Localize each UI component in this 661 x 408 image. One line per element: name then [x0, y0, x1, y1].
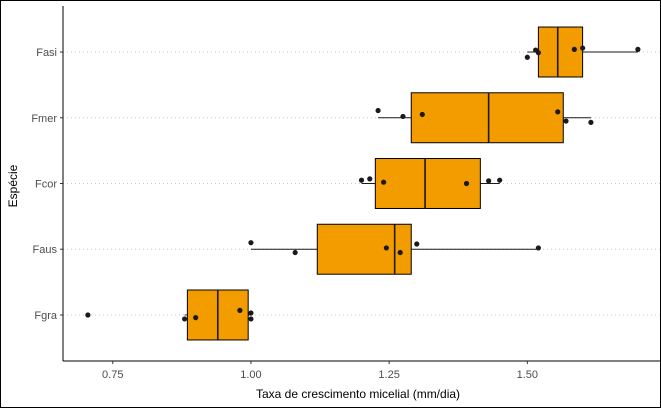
data-point-fcor-15: [463, 180, 470, 187]
data-point-fmer-22: [563, 118, 569, 124]
axis-layer: Fgra Faus Fcor Fmer Fasi 0.75 1.00 1.25 1.50: [31, 6, 660, 381]
data-point-fasi-27: [571, 46, 577, 52]
data-point-fgra-5: [248, 316, 254, 322]
data-point-fcor-12: [358, 177, 365, 183]
data-point-fgra-1: [182, 316, 188, 322]
box-faus: [316, 223, 412, 275]
box-fmer: [410, 92, 564, 144]
data-point-fgra-3: [237, 307, 243, 313]
data-point-fmer-18: [375, 107, 381, 114]
data-point-faus-10: [414, 241, 420, 247]
y-axis-title: Espécie: [6, 164, 20, 207]
data-point-fasi-28: [580, 45, 586, 51]
y-tick-label-fmer: Fmer: [31, 113, 57, 125]
data-point-fgra-2: [193, 315, 199, 321]
data-point-fasi-29: [635, 46, 641, 52]
x-tick-label-1: 1.00: [240, 369, 261, 381]
data-point-fasi-26: [535, 50, 541, 56]
data-point-faus-7: [292, 249, 298, 256]
y-tick-label-fgra: Fgra: [34, 310, 58, 322]
box-fasi: [537, 26, 584, 78]
data-point-fcor-13: [367, 176, 373, 182]
data-point-fmer-20: [419, 111, 425, 118]
box-fcor: [374, 158, 481, 209]
point-layer: [85, 45, 641, 322]
data-point-fmer-19: [400, 113, 406, 120]
y-tick-label-fasi: Fasi: [36, 47, 57, 59]
data-point-fgra-0: [85, 312, 91, 318]
x-axis-title: Taxa de crescimento micelial (mm/dia): [256, 387, 460, 401]
data-point-faus-8: [383, 245, 389, 251]
data-point-faus-11: [535, 245, 541, 251]
x-tick-label-3: 1.50: [517, 369, 538, 381]
data-point-fcor-17: [497, 177, 503, 183]
data-point-fcor-14: [381, 179, 387, 185]
y-tick-label-fcor: Fcor: [35, 179, 57, 191]
data-point-fcor-16: [486, 178, 492, 184]
data-point-faus-6: [248, 240, 254, 246]
data-point-faus-9: [397, 249, 403, 256]
box-layer: [186, 26, 584, 341]
data-point-fmer-21: [555, 109, 561, 115]
y-tick-label-faus: Faus: [33, 244, 58, 256]
data-point-fgra-4: [248, 310, 254, 316]
x-tick-label-0: 0.75: [102, 369, 123, 381]
x-tick-label-2: 1.25: [378, 369, 399, 381]
data-point-fasi-24: [524, 54, 530, 60]
data-point-fmer-23: [588, 119, 594, 125]
